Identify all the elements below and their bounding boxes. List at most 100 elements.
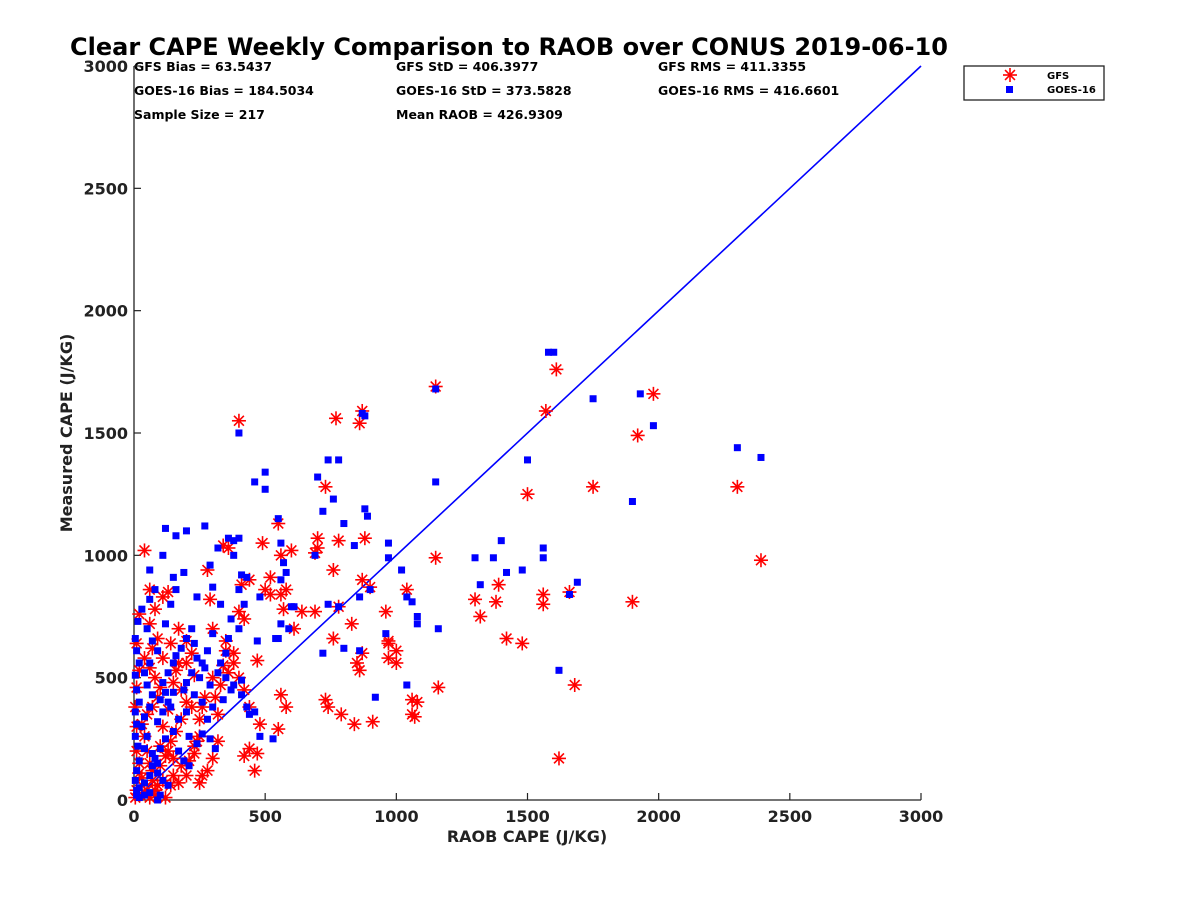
- goes-16-point: [185, 762, 193, 770]
- goes-16-point: [518, 566, 526, 574]
- goes-16-point: [188, 625, 196, 633]
- goes-16-point: [636, 390, 644, 398]
- goes-16-point: [151, 754, 159, 762]
- goes-16-point: [180, 568, 188, 576]
- goes-16-point: [251, 708, 259, 716]
- goes-16-point: [146, 772, 154, 780]
- goes-16-point: [476, 581, 484, 589]
- gfs-point: [586, 479, 601, 494]
- goes-16-point: [245, 710, 253, 718]
- goes-16-point: [138, 723, 146, 731]
- gfs-point: [331, 533, 346, 548]
- goes-16-point: [555, 666, 563, 674]
- gfs-point: [549, 362, 564, 377]
- y-tick-label: 500: [95, 669, 128, 688]
- stat-gfs-std: GFS StD = 406.3977: [396, 59, 538, 74]
- y-tick-label: 2500: [83, 179, 128, 198]
- goes-16-point: [146, 566, 154, 574]
- gfs-point: [247, 763, 262, 778]
- gfs-point: [730, 479, 745, 494]
- gfs-point: [231, 604, 246, 619]
- gfs-point: [308, 604, 323, 619]
- gfs-point: [381, 636, 396, 651]
- goes-16-point: [206, 561, 214, 569]
- goes-16-point: [408, 598, 416, 606]
- goes-16-point: [201, 522, 209, 530]
- goes-16-point: [573, 578, 581, 586]
- goes-16-point: [193, 654, 201, 662]
- goes-16-point: [180, 757, 188, 765]
- goes-16-point: [131, 708, 139, 716]
- stat-gfs-bias: GFS Bias = 63.5437: [134, 59, 272, 74]
- goes-16-point: [361, 412, 369, 420]
- goes-16-point: [243, 703, 251, 711]
- gfs-point: [536, 597, 551, 612]
- gfs-point: [163, 636, 178, 651]
- goes-16-point: [206, 681, 214, 689]
- goes-16-point: [138, 605, 146, 613]
- goes-16-point: [164, 669, 172, 677]
- series-goes-16: [131, 348, 765, 804]
- gfs-point: [378, 604, 393, 619]
- goes-16-point: [382, 630, 390, 638]
- gfs-point: [538, 403, 553, 418]
- y-tick-label: 3000: [83, 57, 128, 76]
- goes-16-point: [219, 696, 227, 704]
- goes-16-point: [227, 686, 235, 694]
- goes-16-point: [384, 554, 392, 562]
- goes-16-point: [164, 781, 172, 789]
- gfs-point: [520, 487, 535, 502]
- goes-16-point: [403, 593, 411, 601]
- goes-16-point: [243, 573, 251, 581]
- goes-16-point: [154, 769, 162, 777]
- goes-16-point: [282, 568, 290, 576]
- goes-16-point: [253, 637, 261, 645]
- gfs-point: [321, 700, 336, 715]
- goes-16-point: [151, 586, 159, 594]
- goes-16-point: [156, 791, 164, 799]
- goes-16-point: [146, 703, 154, 711]
- gfs-point: [499, 631, 514, 646]
- goes-16-point: [217, 600, 225, 608]
- goes-16-point: [167, 600, 175, 608]
- goes-16-point: [434, 625, 442, 633]
- gfs-point: [284, 543, 299, 558]
- gfs-point: [184, 646, 199, 661]
- goes-16-point: [224, 635, 232, 643]
- goes-16-point: [311, 551, 319, 559]
- x-tick-label: 0: [128, 807, 139, 826]
- goes-16-point: [154, 647, 162, 655]
- goes-16-point: [131, 671, 139, 679]
- goes-16-point: [167, 703, 175, 711]
- gfs-point: [328, 411, 343, 426]
- gfs-point: [273, 548, 288, 563]
- goes-16-point: [350, 542, 358, 550]
- goes-16-point: [757, 453, 765, 461]
- gfs-point: [646, 386, 661, 401]
- goes-16-point: [222, 649, 230, 657]
- gfs-point: [205, 751, 220, 766]
- goes-16-point: [340, 520, 348, 528]
- goes-16-point: [238, 691, 246, 699]
- legend-goes-label: GOES-16: [1047, 85, 1096, 96]
- goes-16-point: [432, 385, 440, 393]
- goes-16-point: [230, 551, 238, 559]
- gfs-point: [276, 602, 291, 617]
- goes-16-point: [143, 732, 151, 740]
- gfs-point: [326, 631, 341, 646]
- goes-16-point: [198, 698, 206, 706]
- goes-16-point: [649, 422, 657, 430]
- goes-16-point: [489, 554, 497, 562]
- gfs-point: [147, 670, 162, 685]
- goes-16-point: [361, 505, 369, 513]
- y-tick-label: 1500: [83, 424, 128, 443]
- gfs-point: [536, 587, 551, 602]
- gfs-point: [349, 655, 364, 670]
- gfs-point: [489, 594, 504, 609]
- x-tick-label: 3000: [899, 807, 944, 826]
- goes-16-point: [413, 620, 421, 628]
- goes-16-point: [366, 586, 374, 594]
- goes-16-point: [159, 708, 167, 716]
- goes-16-point: [356, 593, 364, 601]
- goes-16-point: [169, 573, 177, 581]
